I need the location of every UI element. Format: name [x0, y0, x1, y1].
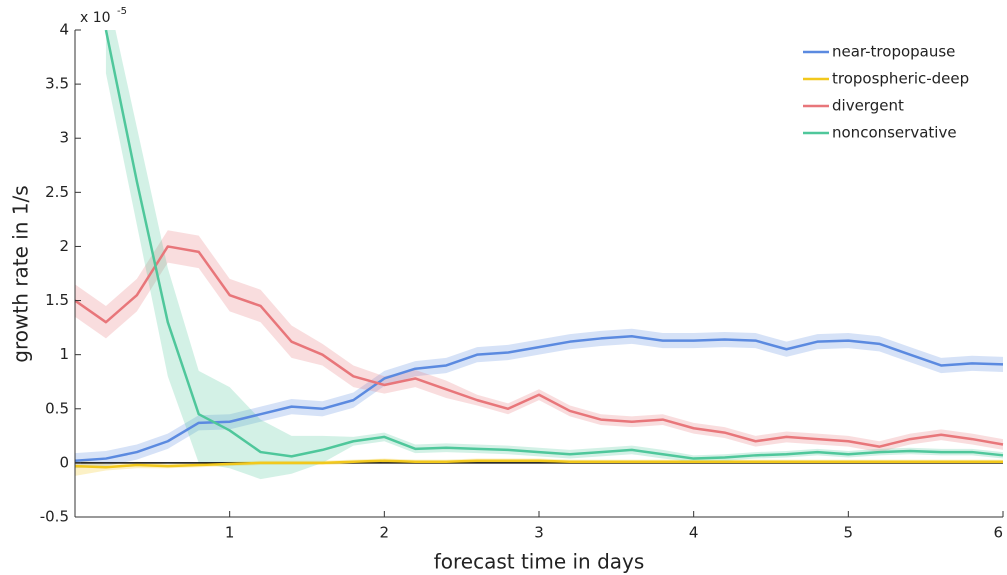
- legend-label: nonconservative: [832, 124, 957, 142]
- lines: [75, 30, 1004, 469]
- legend: near-tropopause tropospheric-deep divergen…: [803, 43, 969, 142]
- uncertainty-band: [75, 230, 1003, 453]
- y-scale-base: x 10: [80, 10, 111, 26]
- y-tick-label: 0.5: [45, 399, 69, 417]
- y-scale-exponent: -5: [117, 6, 127, 17]
- x-tick-label: 3: [534, 524, 544, 542]
- y-tick-label: 3: [59, 129, 69, 147]
- x-tick-label: 4: [689, 524, 699, 542]
- y-tick-label: 2: [59, 237, 69, 255]
- x-axis-title: forecast time in days: [434, 550, 645, 574]
- legend-label: divergent: [832, 97, 904, 115]
- y-tick-label: 4: [59, 21, 69, 39]
- y-tick-label: -0.5: [40, 508, 69, 526]
- y-axis-title: growth rate in 1/s: [9, 185, 33, 362]
- axes: -0.5 0 0.5 1 1.5 2 2.5 3 3.5 4 1 2 3 4 5 6: [40, 21, 1004, 542]
- series-line: [104, 30, 1004, 460]
- series-line: [75, 335, 1004, 462]
- y-tick-label: 2.5: [45, 183, 69, 201]
- y-tick-label: 0: [59, 453, 69, 471]
- x-tick-label: 2: [380, 524, 390, 542]
- series-line: [75, 459, 1003, 469]
- y-tick-label: 1: [59, 345, 69, 363]
- uncertainty-band: [105, 30, 1003, 480]
- x-tick-label: 6: [993, 524, 1003, 542]
- legend-label: near-tropopause: [832, 43, 955, 61]
- series-line: [75, 245, 1004, 448]
- x-tick-label: 5: [844, 524, 854, 542]
- y-tick-label: 1.5: [45, 291, 69, 309]
- legend-label: tropospheric-deep: [832, 70, 969, 88]
- x-tick-label: 1: [225, 524, 235, 542]
- y-tick-label: 3.5: [45, 75, 69, 93]
